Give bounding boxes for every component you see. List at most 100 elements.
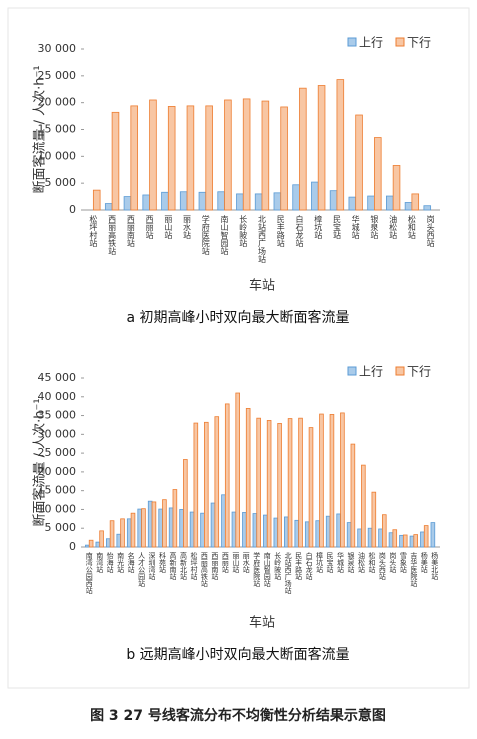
x-tick-label: 岗头西站	[426, 215, 435, 248]
y-tick-label: 15 000	[38, 484, 77, 497]
bar	[311, 181, 319, 211]
bar	[280, 106, 288, 211]
bar	[357, 528, 362, 548]
bar	[130, 105, 138, 211]
bar	[158, 508, 163, 548]
x-tick-label: 松和站	[368, 551, 376, 574]
bar	[141, 508, 146, 548]
bar	[198, 191, 207, 211]
x-tick-label: 白石龙站	[305, 551, 313, 581]
x-tick-label: 学府医院站	[201, 214, 210, 256]
y-tick-label: 15 000	[38, 123, 77, 136]
bar	[200, 512, 205, 548]
bar	[404, 202, 413, 211]
bar	[329, 190, 338, 211]
y-tick-label: 30 000	[38, 42, 77, 55]
x-tick-label: 长岭陂站	[274, 551, 282, 581]
bar	[399, 534, 404, 548]
bar	[273, 192, 282, 211]
bar	[111, 111, 120, 211]
y-tick-label: 40 000	[38, 390, 77, 403]
x-tick-label: 丽水站	[242, 552, 250, 574]
legend-label: 上行	[359, 365, 383, 379]
bar	[273, 517, 279, 548]
bar	[423, 525, 429, 548]
x-tick-label: 华城站	[351, 214, 360, 240]
y-tick-label: 10 000	[38, 149, 77, 162]
bar	[367, 195, 375, 211]
bar	[147, 500, 153, 548]
x-tick-label: 南湾站	[96, 551, 104, 574]
bar	[95, 541, 101, 548]
bar	[298, 417, 303, 548]
bar	[104, 203, 113, 211]
bar	[392, 165, 401, 211]
x-tick-label: 民宝站	[332, 215, 341, 240]
x-tick-label: 南湾公园西站	[85, 551, 93, 595]
bar	[367, 527, 373, 548]
bar	[205, 105, 213, 211]
x-tick-label: 南山智园站	[263, 551, 271, 588]
x-tick-label: 名海站	[127, 551, 135, 574]
bar	[92, 189, 101, 211]
x-tick-label: 岗头西站	[378, 552, 386, 581]
bar	[402, 534, 408, 548]
y-tick-label: 5 000	[45, 176, 77, 189]
x-tick-label: 长岭陂站	[239, 214, 248, 248]
bar	[186, 105, 195, 211]
bar	[263, 514, 268, 548]
y-axis-title: 断面客流量 / 人次·h⁻¹	[32, 65, 48, 193]
y-tick-label: 10 000	[38, 502, 77, 515]
x-tick-label: 杨美北站	[431, 551, 439, 581]
x-tick-label: 西丽站	[145, 215, 154, 240]
bar	[319, 413, 324, 548]
x-axis-title: 车站	[249, 615, 275, 631]
figure-caption: 图 3 27 号线客流分布不均衡性分析结果示意图	[90, 707, 386, 724]
bar	[254, 193, 263, 211]
bar	[378, 528, 383, 548]
x-tick-label: 樟坑站	[314, 214, 323, 240]
x-tick-label: 银泉站	[370, 214, 379, 240]
bar	[151, 501, 157, 548]
bar	[179, 509, 184, 548]
bar	[142, 194, 150, 211]
figure-frame	[7, 7, 470, 689]
bar	[371, 491, 377, 548]
y-tick-label: 20 000	[38, 465, 77, 478]
bar	[231, 511, 237, 548]
x-tick-label: 西丽南站	[126, 215, 135, 248]
y-tick-label: 45 000	[38, 371, 77, 384]
bar	[420, 531, 425, 548]
legend-swatch	[395, 37, 405, 47]
x-tick-label: 民宝站	[326, 552, 334, 574]
bar	[167, 106, 176, 211]
y-tick-label: 20 000	[38, 96, 77, 109]
x-tick-label: 西丽高铁站	[200, 552, 208, 588]
bar	[210, 502, 216, 548]
x-tick-label: 油松站	[357, 551, 365, 574]
bar	[292, 184, 300, 211]
bar	[172, 489, 178, 548]
bar	[106, 538, 111, 548]
y-tick-label: 5 000	[45, 521, 77, 534]
bar	[109, 520, 115, 548]
bar	[256, 417, 261, 548]
bar	[325, 515, 331, 548]
y-tick-label: 25 000	[38, 446, 77, 459]
legend-swatch	[395, 366, 405, 376]
bar	[392, 529, 398, 548]
y-tick-label: 30 000	[38, 427, 77, 440]
y-tick-label: 0	[69, 540, 76, 553]
bar	[386, 195, 394, 211]
chart-title: a 初期高峰小时双向最大断面客流量	[126, 309, 349, 326]
x-tick-label: 民丰路站	[295, 552, 303, 581]
bar	[348, 196, 357, 211]
x-tick-label: 北站西广场站	[258, 215, 267, 264]
bar	[214, 416, 220, 548]
bar	[350, 443, 356, 548]
bar	[336, 513, 341, 548]
x-tick-label: 西丽南站	[211, 552, 219, 581]
x-tick-label: 南光站	[117, 551, 125, 574]
x-tick-label: 银泉站	[347, 551, 355, 574]
